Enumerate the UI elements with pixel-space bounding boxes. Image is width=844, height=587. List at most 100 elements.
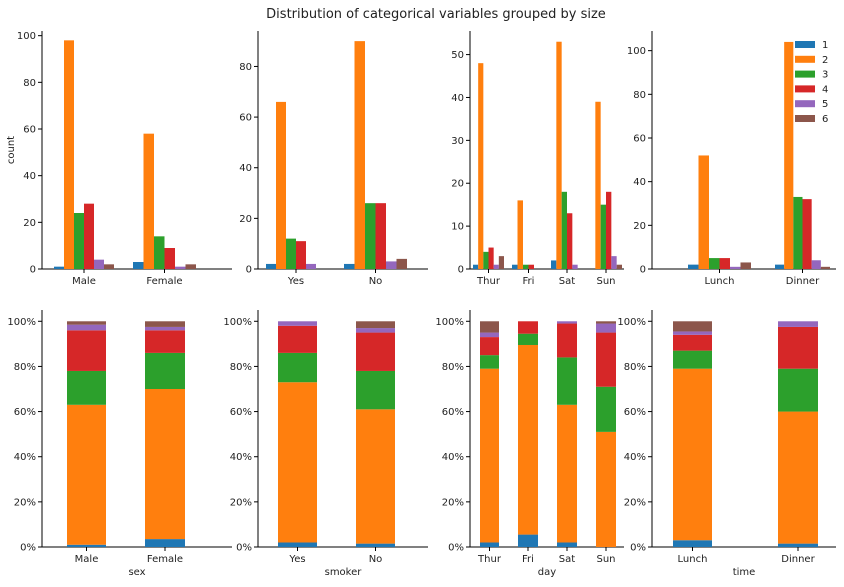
panel-day-pct: 0% 20% 40% 60% 80% 100% Thur Fri Sat Sun day xyxy=(435,310,624,578)
bar-Yes-size-4 xyxy=(296,241,306,269)
bar-Female-size-1 xyxy=(133,262,144,269)
y-tick-label: 20% xyxy=(624,497,646,508)
legend-label-1: 1 xyxy=(822,40,828,51)
y-tick-label: 60% xyxy=(624,407,646,418)
bar-Lunch-size-4 xyxy=(719,258,730,269)
y-tick-label: 80% xyxy=(14,362,36,373)
legend-swatch-2 xyxy=(795,55,815,63)
bar-No-size-1 xyxy=(344,263,355,269)
x-tick-label: Fri xyxy=(522,554,534,565)
bar-Male-size-3 xyxy=(74,213,84,269)
bar-Thur-size-5 xyxy=(493,264,499,269)
bar-Dinner-size-6 xyxy=(820,266,830,269)
y-tick-label: 30 xyxy=(451,136,464,147)
bar-Thur-size-2 xyxy=(478,63,484,269)
stack-No-size-2 xyxy=(356,409,395,544)
stack-Sat-size-3 xyxy=(557,357,577,405)
y-tick-label: 0 xyxy=(640,265,646,276)
y-tick-label: 100% xyxy=(7,317,36,328)
y-tick-label: 80 xyxy=(633,90,646,101)
x-tick-label: Thur xyxy=(476,276,501,287)
bar-Lunch-size-1 xyxy=(688,264,699,269)
stack-No-size-3 xyxy=(356,370,395,410)
stack-Lunch-size-2 xyxy=(673,368,712,541)
y-tick-label: 80% xyxy=(230,362,252,373)
stack-Sat-size-5 xyxy=(557,321,577,324)
stack-Lunch-size-1 xyxy=(673,540,712,547)
bar-Sun-size-4 xyxy=(606,191,612,269)
panel-smoker-count: 0 20 40 60 80 Yes No xyxy=(239,31,428,287)
stack-Male-size-4 xyxy=(67,330,106,371)
y-tick-label: 40 xyxy=(633,177,646,188)
stack-Thur-size-4 xyxy=(480,337,499,356)
bar-Sat-size-5 xyxy=(572,264,578,269)
bar-Sun-size-5 xyxy=(611,256,617,269)
x-tick-label: Male xyxy=(75,554,99,565)
stack-Sun-size-4 xyxy=(596,332,616,387)
bar-Dinner-size-2 xyxy=(784,41,794,269)
y-tick-label: 40 xyxy=(23,171,36,182)
stack-Dinner-size-3 xyxy=(778,368,818,412)
x-tick-label: Fri xyxy=(523,276,535,287)
stack-No-size-4 xyxy=(356,332,395,371)
y-tick-label: 20% xyxy=(14,497,36,508)
x-tick-label: Sat xyxy=(559,276,575,287)
y-tick-label: 0% xyxy=(20,543,36,554)
bar-Sat-size-1 xyxy=(551,260,557,269)
stack-Yes-size-2 xyxy=(278,382,317,543)
bar-Male-size-1 xyxy=(54,266,64,269)
stack-Male-size-3 xyxy=(67,370,106,405)
y-tick-label: 60% xyxy=(442,407,464,418)
bar-Yes-size-5 xyxy=(306,263,316,269)
panel-time-pct: 0% 20% 40% 60% 80% 100% Lunch Dinner time xyxy=(617,310,836,578)
stack-Thur-size-6 xyxy=(480,321,499,333)
stack-Fri-size-3 xyxy=(518,333,538,345)
y-tick-label: 100% xyxy=(435,317,464,328)
bar-Dinner-size-5 xyxy=(811,260,821,269)
stack-Female-size-6 xyxy=(145,321,185,327)
bar-Sun-size-2 xyxy=(595,101,601,269)
bar-Fri-size-3 xyxy=(523,264,529,269)
y-tick-label: 20% xyxy=(442,497,464,508)
y-tick-label: 40% xyxy=(14,452,36,463)
legend-label-4: 4 xyxy=(822,84,828,95)
bar-Thur-size-4 xyxy=(488,247,494,269)
x-axis-label: smoker xyxy=(325,567,363,578)
stack-Sun-size-2 xyxy=(596,431,616,547)
legend-label-6: 6 xyxy=(822,114,828,125)
stack-Female-size-2 xyxy=(145,389,185,540)
stack-Thur-size-5 xyxy=(480,332,499,338)
bar-Sat-size-3 xyxy=(561,191,567,269)
bar-Thur-size-1 xyxy=(473,264,479,269)
stack-Fri-size-1 xyxy=(518,534,538,547)
stack-Fri-size-2 xyxy=(518,344,538,535)
stack-Sun-size-5 xyxy=(596,323,616,333)
y-axis-label: count xyxy=(6,136,17,164)
bar-Dinner-size-3 xyxy=(793,196,803,269)
x-tick-label: Dinner xyxy=(781,554,815,565)
y-tick-label: 20% xyxy=(230,497,252,508)
x-axis-label: day xyxy=(538,567,556,578)
bar-Yes-size-3 xyxy=(286,238,296,269)
stack-Male-size-5 xyxy=(67,324,106,331)
stack-Female-size-3 xyxy=(145,352,185,389)
y-tick-label: 80 xyxy=(23,78,36,89)
stack-Yes-size-4 xyxy=(278,325,317,353)
bar-Male-size-5 xyxy=(94,259,104,269)
legend: 1 2 3 4 5 6 xyxy=(795,40,828,125)
stack-Thur-size-2 xyxy=(480,368,499,543)
bar-Dinner-size-4 xyxy=(802,199,812,269)
stack-Lunch-size-4 xyxy=(673,334,712,351)
bar-No-size-4 xyxy=(375,203,386,269)
x-tick-label: Sun xyxy=(596,276,615,287)
bar-No-size-6 xyxy=(396,258,407,269)
stack-Yes-size-1 xyxy=(278,542,317,547)
bar-Yes-size-1 xyxy=(266,263,276,269)
legend-swatch-6 xyxy=(795,115,815,122)
bar-No-size-3 xyxy=(365,203,376,269)
bar-Male-size-2 xyxy=(64,40,74,270)
x-tick-label: No xyxy=(369,554,383,565)
bar-Thur-size-6 xyxy=(498,256,504,269)
